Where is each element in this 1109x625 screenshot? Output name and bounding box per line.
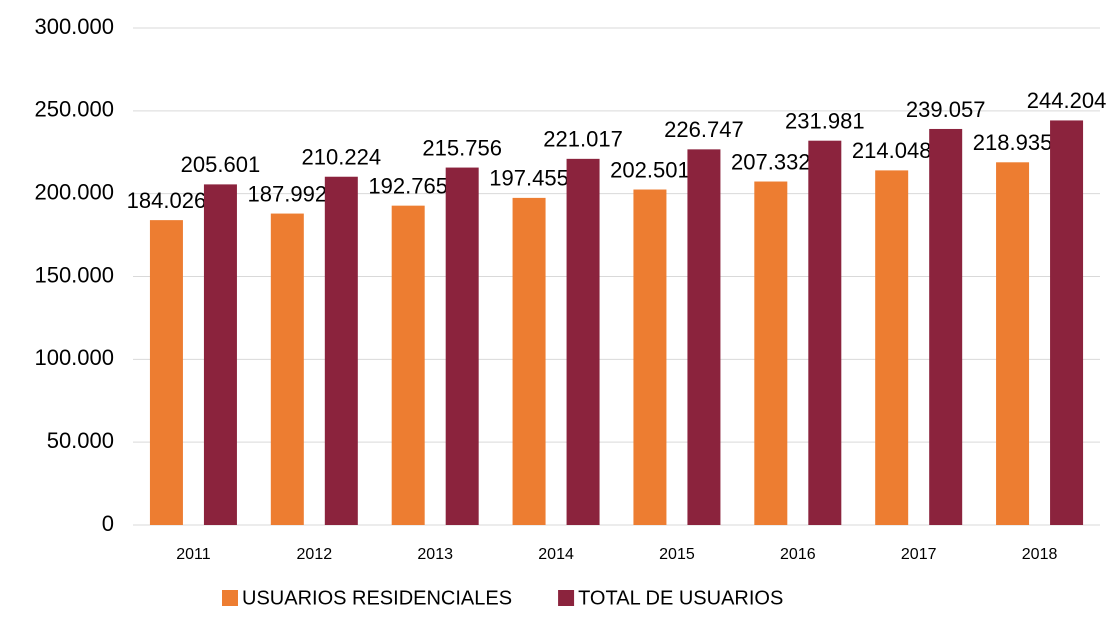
x-tick-label: 2015 — [659, 546, 695, 563]
bar — [512, 197, 546, 526]
legend-label: USUARIOS RESIDENCIALES — [242, 587, 512, 609]
x-tick-label: 2011 — [176, 546, 211, 563]
data-label: 215.756 — [422, 135, 502, 160]
x-tick-label: 2018 — [1022, 546, 1058, 563]
legend-swatch — [558, 590, 575, 606]
x-tick-label: 2017 — [901, 546, 937, 563]
bar — [445, 167, 479, 526]
data-label: 210.224 — [302, 145, 382, 170]
x-tick-label: 2016 — [780, 546, 816, 563]
bar — [633, 189, 667, 525]
y-tick-label: 0 — [102, 511, 114, 536]
bar — [324, 176, 358, 525]
bar — [808, 140, 842, 525]
data-label: 202.501 — [610, 157, 690, 182]
legend-label: TOTAL DE USUARIOS — [578, 587, 783, 609]
y-tick-label: 150.000 — [34, 262, 114, 287]
bar — [754, 181, 788, 525]
y-tick-label: 250.000 — [34, 97, 114, 122]
data-label: 197.455 — [489, 166, 569, 191]
x-tick-label: 2014 — [538, 546, 574, 563]
bar — [996, 162, 1030, 526]
bar — [391, 205, 425, 525]
y-tick-label: 50.000 — [47, 428, 114, 453]
data-label: 231.981 — [785, 108, 865, 133]
y-tick-label: 100.000 — [34, 345, 114, 370]
legend-swatch — [222, 590, 238, 606]
y-tick-label: 200.000 — [34, 179, 114, 204]
data-label: 239.057 — [906, 97, 986, 122]
bar — [687, 149, 721, 525]
data-label: 221.017 — [543, 127, 623, 152]
data-label: 184.026 — [127, 188, 207, 213]
bar — [270, 213, 304, 525]
data-label: 244.204 — [1027, 88, 1107, 113]
data-label: 214.048 — [852, 138, 932, 163]
data-label: 218.935 — [973, 130, 1053, 155]
bar — [929, 128, 963, 526]
data-label: 187.992 — [248, 181, 328, 206]
data-label: 205.601 — [181, 152, 261, 177]
bar — [1050, 120, 1084, 526]
data-label: 192.765 — [368, 173, 448, 198]
bar — [566, 158, 600, 525]
x-tick-label: 2012 — [297, 546, 333, 563]
bar — [875, 170, 909, 526]
x-tick-label: 2013 — [417, 546, 453, 563]
y-tick-label: 300.000 — [34, 14, 114, 39]
data-label: 226.747 — [664, 117, 744, 142]
bar — [149, 220, 183, 526]
data-label: 207.332 — [731, 149, 811, 174]
bar — [203, 184, 237, 525]
